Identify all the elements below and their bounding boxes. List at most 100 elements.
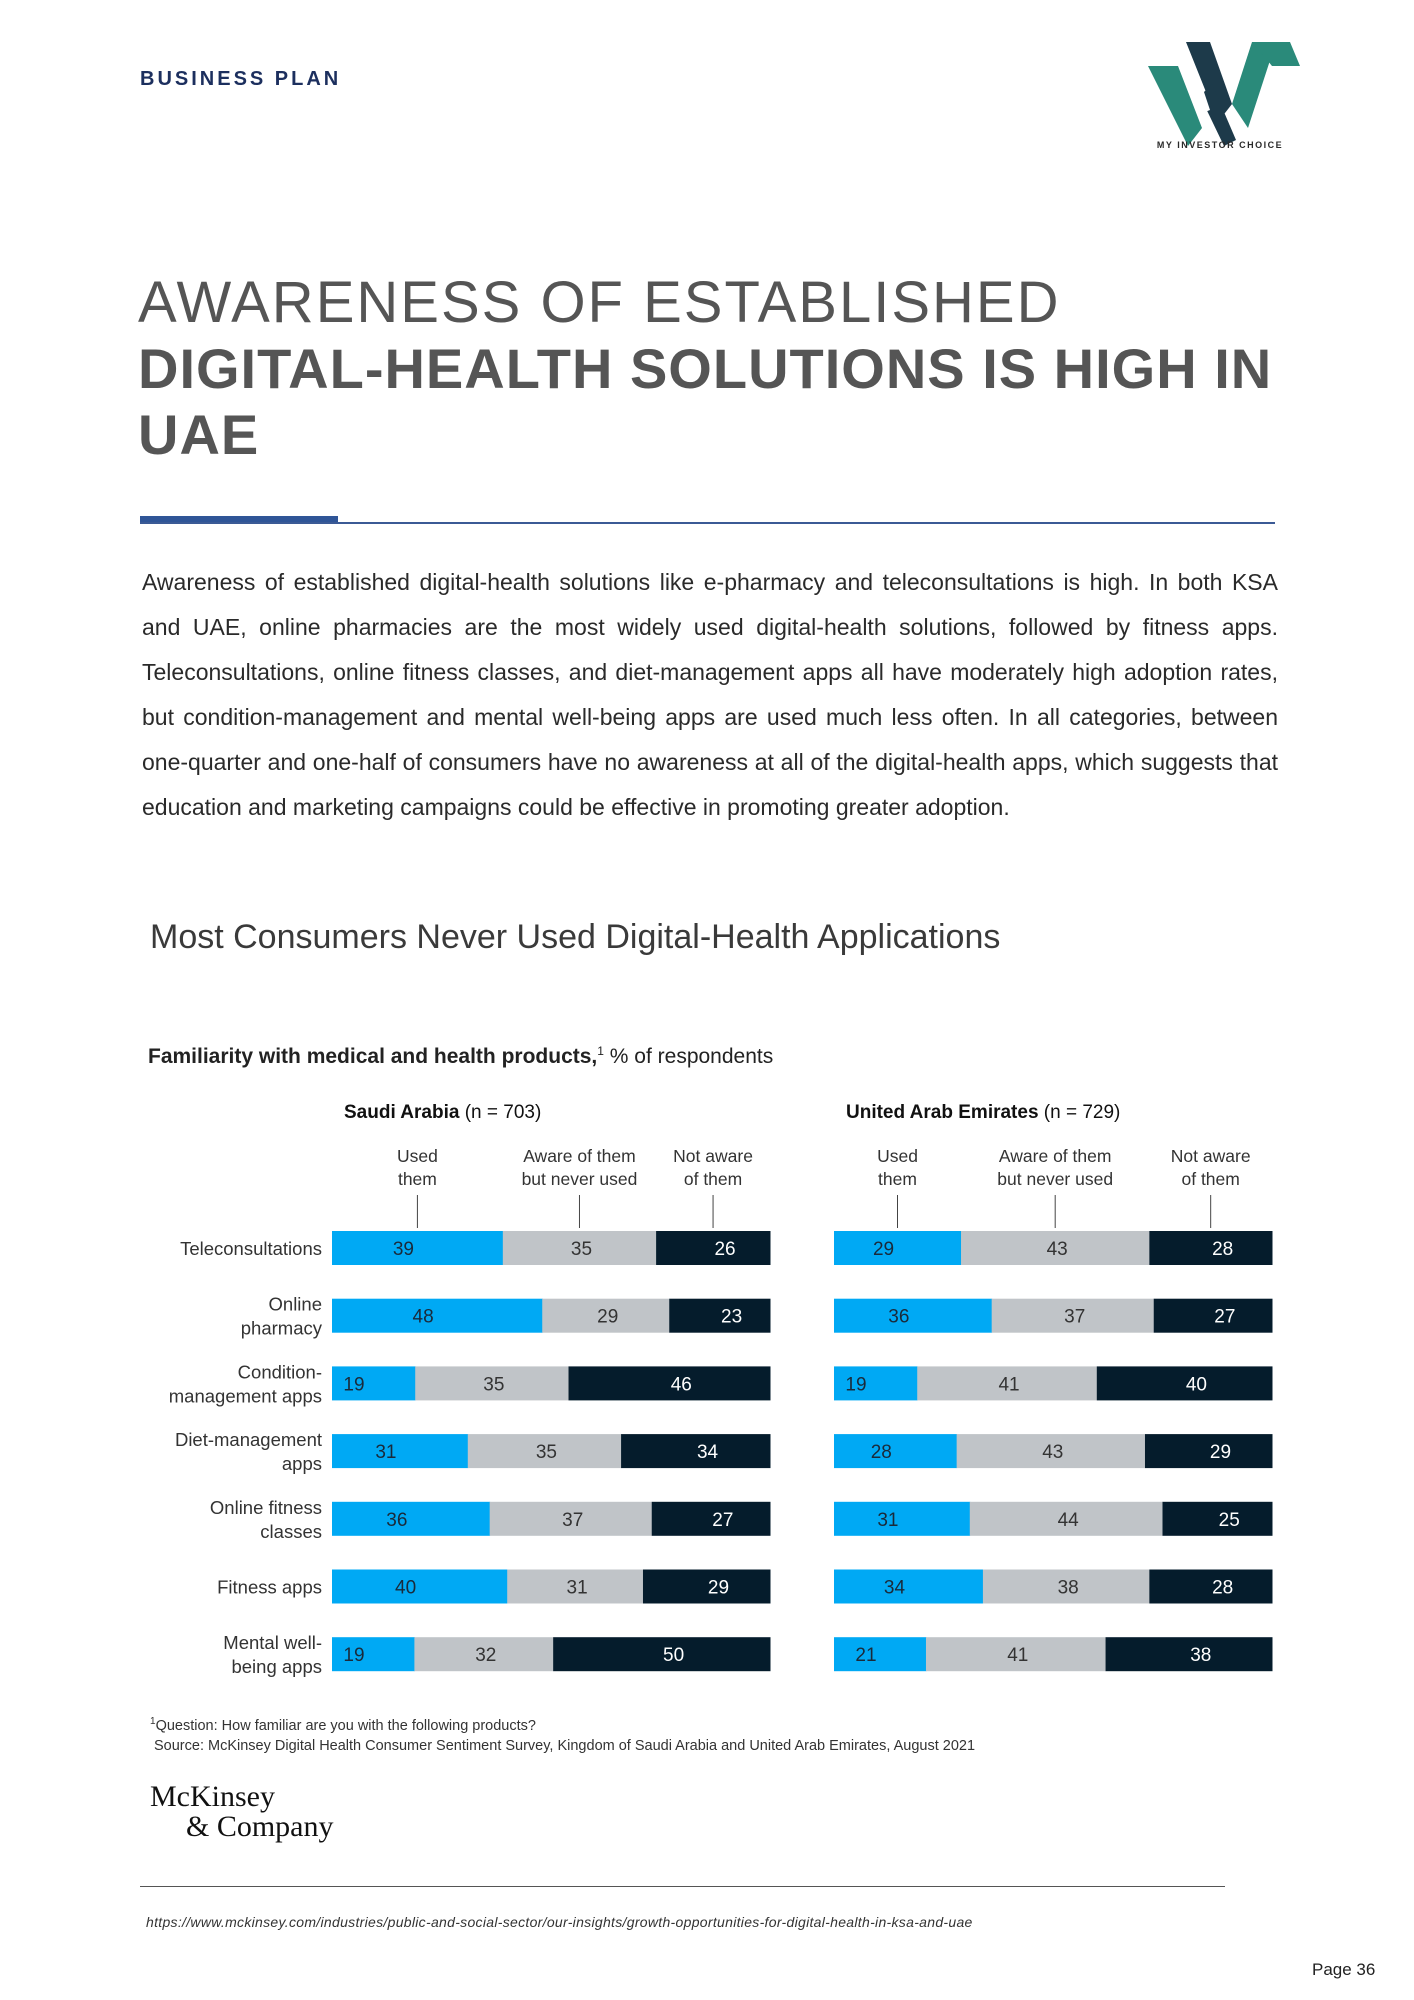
category-label: Diet-management	[175, 1429, 322, 1450]
bar-segment	[332, 1637, 415, 1672]
bar-segment	[642, 1569, 771, 1604]
mckinsey-logo-line-2: & Company	[186, 1810, 334, 1843]
footer-divider	[140, 1886, 1225, 1887]
data-label: 21	[855, 1645, 876, 1666]
data-label: 43	[1047, 1239, 1068, 1260]
data-label: 35	[483, 1374, 504, 1395]
bar-segment	[991, 1298, 1155, 1333]
data-label: 43	[1042, 1442, 1063, 1463]
segment-header-label: Used	[877, 1146, 918, 1166]
segment-header-label: of them	[1181, 1169, 1239, 1189]
panel-title-n: (n = 703)	[459, 1102, 541, 1123]
category-label: management apps	[169, 1385, 322, 1406]
data-label: 37	[562, 1510, 583, 1531]
panel-title-name: United Arab Emirates	[846, 1102, 1039, 1123]
category-label: Mental well-	[223, 1632, 322, 1653]
data-label: 23	[721, 1307, 742, 1328]
data-label: 29	[873, 1239, 894, 1260]
bar-segment	[982, 1569, 1150, 1604]
title-divider-accent	[140, 516, 338, 522]
segment-header-label: them	[398, 1169, 437, 1189]
segment-header-label: Not aware	[1171, 1146, 1251, 1166]
segment-header-label: but never used	[522, 1169, 638, 1189]
bar-segment	[834, 1569, 984, 1604]
bar-segment	[467, 1434, 622, 1469]
data-label: 36	[386, 1510, 407, 1531]
data-label: 37	[1064, 1307, 1085, 1328]
bar-segment	[961, 1231, 1150, 1265]
category-label: Teleconsultations	[180, 1238, 322, 1259]
bar-segment	[568, 1366, 771, 1401]
page-number: Page 36	[1312, 1960, 1376, 1979]
bar-segment	[656, 1231, 771, 1265]
bar-segment	[332, 1434, 469, 1469]
segment-header-label: of them	[684, 1169, 742, 1189]
data-label: 28	[871, 1442, 892, 1463]
bar-segment	[502, 1231, 657, 1265]
chart-subtitle-bold: Familiarity with medical and health prod…	[148, 1045, 598, 1068]
data-label: 31	[567, 1578, 588, 1599]
bar-segment	[414, 1637, 554, 1672]
footnote-question: Question: How familiar are you with the …	[155, 1717, 536, 1734]
stacked-bar-chart: Teleconsultations Online pharmacy Condition…	[169, 1102, 1273, 1677]
data-label: 31	[375, 1442, 396, 1463]
segment-header-label: them	[878, 1169, 917, 1189]
page-title: AWARENESS OF ESTABLISHED DIGITAL-HEALTH …	[138, 270, 1318, 468]
bar-segment	[1144, 1434, 1273, 1469]
category-label: classes	[260, 1521, 322, 1542]
data-label: 29	[597, 1307, 618, 1328]
data-label: 29	[1210, 1442, 1231, 1463]
bar-segment	[669, 1298, 771, 1333]
data-label: 36	[888, 1307, 909, 1328]
company-logo-icon	[1148, 42, 1300, 146]
bar-segment	[621, 1434, 771, 1469]
data-label: 40	[395, 1578, 416, 1599]
panel-title-name: Saudi Arabia	[344, 1102, 460, 1123]
mckinsey-logo: McKinsey & Company	[150, 1782, 334, 1842]
segment-header-label: but never used	[997, 1169, 1113, 1189]
data-label: 39	[393, 1239, 414, 1260]
data-label: 40	[1186, 1374, 1207, 1395]
bar-segment	[917, 1366, 1098, 1401]
data-label: 19	[845, 1374, 866, 1395]
segment-header-label: Used	[397, 1146, 438, 1166]
bar-segment	[542, 1298, 670, 1333]
panel-title: United Arab Emirates (n = 729)	[846, 1102, 1120, 1123]
source-url[interactable]: https://www.mckinsey.com/industries/publ…	[146, 1914, 973, 1930]
bar-segment	[507, 1569, 644, 1604]
bar-segment	[1162, 1501, 1273, 1536]
bar-segment	[1149, 1231, 1273, 1265]
title-divider	[140, 522, 1275, 524]
data-label: 28	[1212, 1578, 1233, 1599]
chart-heading: Most Consumers Never Used Digital-Health…	[150, 918, 1001, 956]
chart-subtitle: Familiarity with medical and health prod…	[148, 1044, 773, 1069]
bar-segment	[834, 1366, 918, 1401]
data-label: 35	[536, 1442, 557, 1463]
data-label: 27	[712, 1510, 733, 1531]
footnote-sup: 1	[150, 1716, 156, 1727]
bar-segment	[489, 1501, 653, 1536]
bar-segment	[1105, 1637, 1273, 1672]
data-label: 19	[343, 1374, 364, 1395]
bar-segment	[925, 1637, 1107, 1672]
data-label: 32	[475, 1645, 496, 1666]
bar-segment	[553, 1637, 771, 1672]
bar-segment	[332, 1231, 504, 1265]
bar-segment	[332, 1366, 416, 1401]
bar-segment	[1149, 1569, 1273, 1604]
bar-segment	[1153, 1298, 1273, 1333]
bar-segment	[834, 1231, 962, 1265]
data-label: 19	[343, 1645, 364, 1666]
category-label: apps	[282, 1453, 322, 1474]
data-label: 31	[877, 1510, 898, 1531]
bar-segment	[956, 1434, 1146, 1469]
footnote-source: Source: McKinsey Digital Health Consumer…	[154, 1737, 976, 1754]
category-label: Online fitness	[210, 1497, 322, 1518]
bar-segment	[332, 1298, 543, 1333]
segment-header-label: Not aware	[673, 1146, 753, 1166]
bar-segment	[969, 1501, 1163, 1536]
title-line-1: AWARENESS OF ESTABLISHED	[138, 270, 1061, 335]
data-label: 50	[663, 1645, 684, 1666]
bar-segment	[651, 1501, 771, 1536]
data-label: 48	[413, 1307, 434, 1328]
